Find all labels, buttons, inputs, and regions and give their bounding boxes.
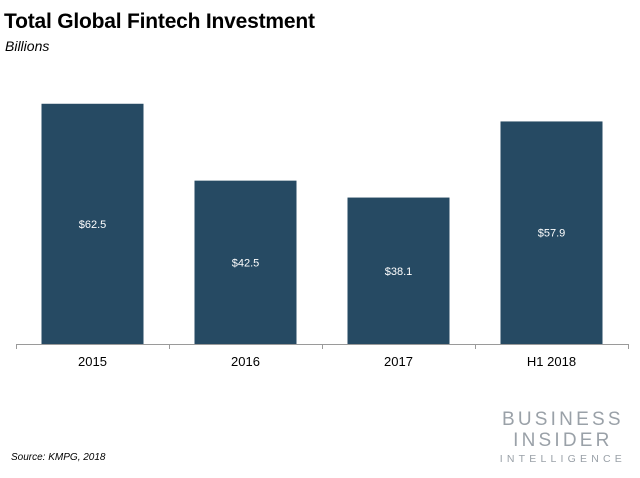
logo-line-intelligence: INTELLIGENCE (499, 453, 626, 465)
source-note: Source: KMPG, 2018 (11, 452, 106, 463)
x-axis: 2015 2016 2017 H1 2018 (16, 344, 629, 369)
business-insider-intelligence-logo: BUSINESS INSIDER INTELLIGENCE (500, 409, 626, 467)
logo-line-insider: INSIDER (513, 430, 613, 451)
x-tick-label: 2015 (78, 354, 107, 369)
bar-2015 (41, 103, 144, 344)
bar-value-label: $38.1 (385, 266, 413, 278)
value-labels-layer: $62.5 $42.5 $38.1 $57.9 (79, 219, 566, 278)
bar-2017 (347, 197, 450, 344)
logo-line-business: BUSINESS (502, 409, 624, 430)
bar-value-label: $57.9 (538, 228, 566, 240)
bars-layer (41, 103, 603, 345)
bar-value-label: $42.5 (232, 257, 260, 269)
x-tick-label: H1 2018 (527, 354, 576, 369)
x-tick-label: 2016 (231, 354, 260, 369)
bar-chart: $62.5 $42.5 $38.1 $57.9 2015 2016 2017 H1 2018 (16, 103, 629, 369)
x-tick-label: 2017 (384, 354, 413, 369)
chart-subtitle: Billions (5, 38, 50, 54)
bar-value-label: $62.5 (79, 219, 107, 231)
chart-title: Total Global Fintech Investment (4, 10, 315, 33)
bar-h1-2018 (500, 121, 603, 345)
bar-2016 (194, 180, 297, 344)
